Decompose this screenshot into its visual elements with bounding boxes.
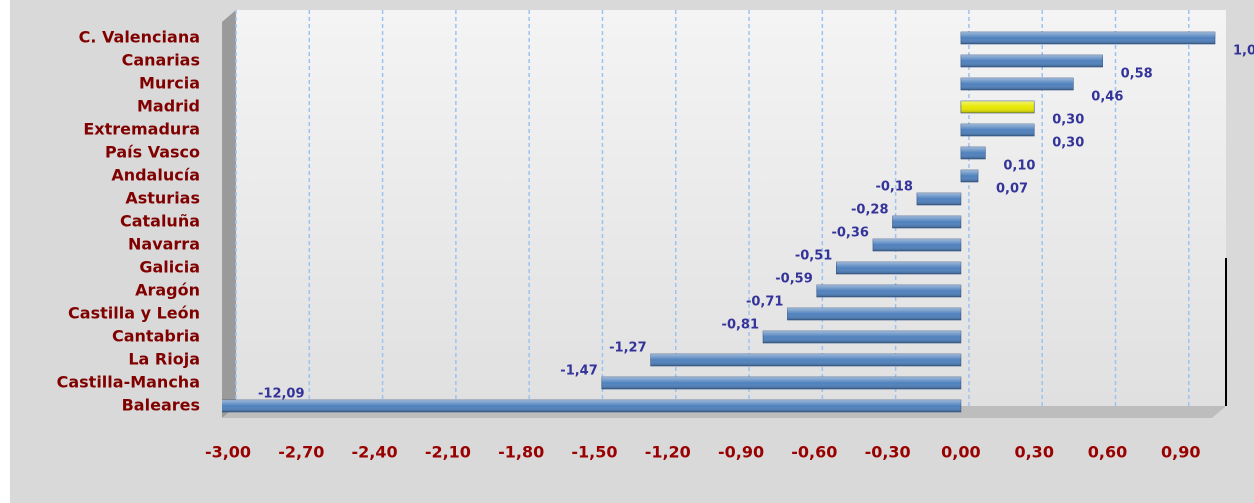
x-tick-label: -2,40 [352,443,398,462]
category-label: Navarra [128,235,200,254]
x-tick-label: -0,60 [791,443,837,462]
x-tick-label: -1,80 [498,443,544,462]
category-label: La Rioja [128,350,200,369]
value-label: 0,58 [1121,67,1153,82]
bar-shade [960,55,1103,67]
grid [235,10,1190,406]
x-tick-label: 0,60 [1088,443,1127,462]
category-label: Aragón [135,281,200,300]
x-tick-label: -0,90 [718,443,764,462]
bar-shade [960,124,1035,136]
x-tick-label: 0,30 [1014,443,1053,462]
value-label: 0,30 [1052,113,1084,128]
x-tick-label: 0,00 [941,443,980,462]
value-label: -0,18 [875,180,912,195]
bar-shade [872,239,961,251]
x-tick-label: -0,30 [865,443,911,462]
x-tick-label: -2,70 [278,443,324,462]
value-label: -0,59 [775,272,812,287]
category-label: C. Valenciana [79,28,200,47]
category-label: Cataluña [120,212,200,231]
bar-shade [222,400,961,412]
value-label: -0,51 [795,249,832,264]
bar-shade [960,170,979,182]
category-label: Madrid [137,97,200,116]
bar-shade [916,193,961,205]
value-label: 0,46 [1091,90,1123,105]
value-label: 0,07 [996,182,1028,197]
bar-shade [816,285,961,297]
category-label: Cantabria [112,327,200,346]
category-label: Galicia [139,258,200,277]
side-wall [222,10,236,418]
value-label: 0,10 [1003,159,1035,174]
bar-shade [650,354,961,366]
x-tick-label: -3,00 [205,443,251,462]
category-label: Andalucía [111,166,200,185]
x-tick-label: -2,10 [425,443,471,462]
labels: -3,00 -2,70 -2,40 -2,10 -1,80 -1,50 -1,20 -0,90… [57,28,1254,462]
category-label: Castilla y León [68,304,200,323]
value-label: -0,36 [831,226,868,241]
value-label: -1,47 [560,364,597,379]
x-tick-label: 0,90 [1161,443,1200,462]
bar-shade [763,331,961,343]
value-label: -0,71 [746,295,783,310]
value-label: -0,28 [851,203,888,218]
value-label: 0,30 [1052,136,1084,151]
x-tick-label: -1,50 [571,443,617,462]
category-label: País Vasco [105,143,200,162]
category-label: Canarias [122,51,200,70]
bar-shade [601,377,961,389]
category-label: Asturias [125,189,200,208]
plot-wall [236,10,1226,406]
bar-shade [836,262,961,274]
bar-shade [960,147,986,159]
value-label: 1,04 [1233,44,1254,59]
bar-shade [787,308,961,320]
value-label: -12,09 [258,387,305,402]
x-tick-label: -1,20 [645,443,691,462]
value-label: -0,81 [722,318,759,333]
bars [222,31,1216,413]
category-label: Extremadura [83,120,200,139]
bar-shade [960,78,1074,90]
category-label: Baleares [122,396,200,415]
category-label: Castilla-Mancha [57,373,200,392]
value-label: -1,27 [609,341,646,356]
bar-shade [960,32,1215,44]
bar-shade [960,101,1035,113]
category-label: Murcia [139,74,200,93]
bar-shade [892,216,961,228]
